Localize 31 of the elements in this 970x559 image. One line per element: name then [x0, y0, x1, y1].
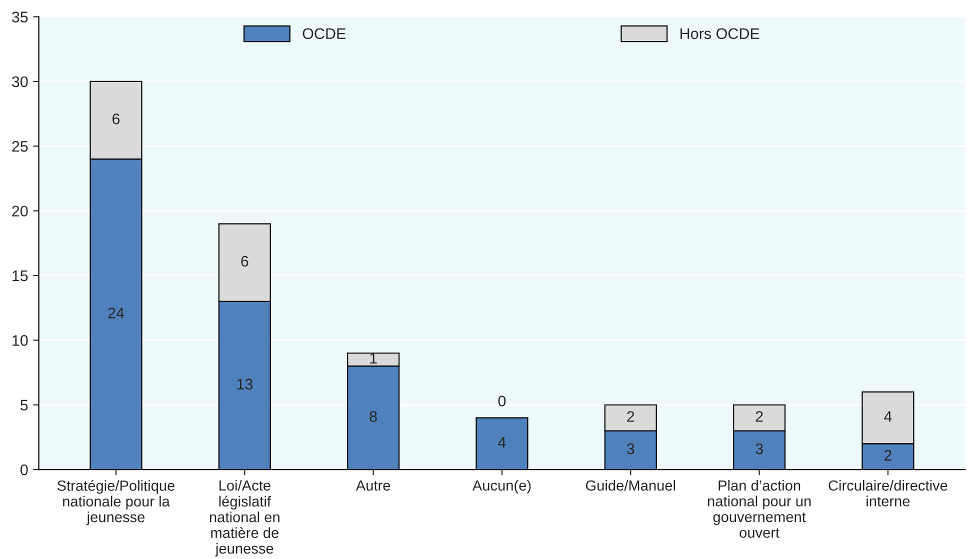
x-tick-label: Autre [356, 480, 390, 491]
y-tick-label: 35 [12, 12, 28, 22]
y-tick-label: 25 [12, 141, 28, 152]
x-tick-label: Loi/Acte législatif national en matière de jeunesse [210, 480, 280, 557]
x-tick-label: Circulaire/directive interne [828, 480, 948, 506]
data-label: 2 [756, 411, 763, 422]
data-label: 6 [241, 256, 248, 267]
data-label: 2 [884, 450, 892, 461]
data-label: 1 [370, 353, 377, 364]
legend-label: Hors OCDE [680, 28, 760, 40]
legend-label: OCDE [302, 28, 346, 40]
data-label: 8 [370, 411, 377, 422]
data-label: 2 [627, 411, 634, 422]
y-tick-label: 15 [12, 270, 28, 282]
data-label: 3 [756, 443, 763, 454]
y-tick-label: 20 [12, 206, 28, 217]
y-tick-label: 10 [12, 335, 28, 346]
data-label: 24 [108, 308, 124, 318]
data-label: 4 [498, 437, 506, 448]
y-tick-label: 0 [20, 464, 28, 476]
x-tick-label: Aucun(e) [472, 480, 531, 494]
y-tick-label: 30 [12, 76, 28, 88]
data-label: 4 [884, 411, 892, 422]
x-tick-label: Plan d’action national pour un gouvernement ouvert [708, 480, 811, 538]
y-tick-label: 5 [20, 400, 28, 411]
data-label: 13 [237, 378, 252, 390]
x-tick-label: Guide/Manuel [586, 480, 676, 491]
data-label: 0 [498, 396, 506, 406]
x-tick-label: Stratégie/Politique nationale pour la jeunesse [57, 480, 175, 526]
data-label: 6 [112, 114, 120, 124]
data-label: 3 [626, 443, 634, 454]
